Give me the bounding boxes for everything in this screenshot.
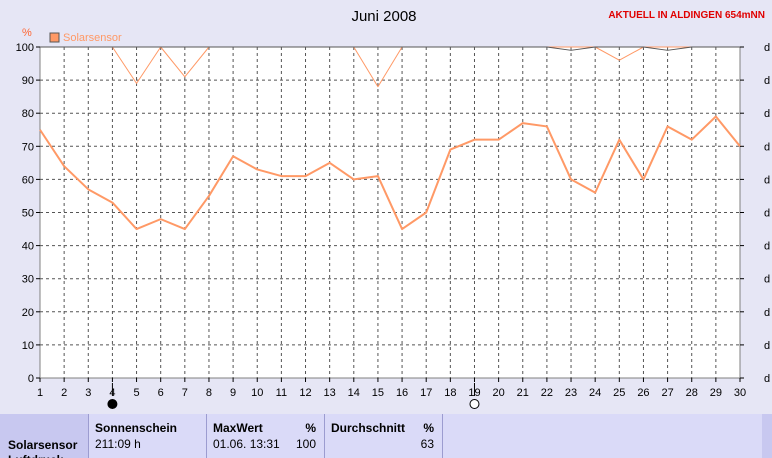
x-tick-label: 16 bbox=[396, 387, 408, 399]
y-tick-label: 50 bbox=[22, 208, 34, 220]
info-cell-sunshine: Sonnenschein 211:09 h bbox=[88, 414, 206, 458]
info-value: 211:09 h bbox=[95, 437, 141, 451]
x-tick-label: 17 bbox=[420, 387, 432, 399]
y-tick-label: 70 bbox=[22, 141, 34, 153]
new-moon-icon bbox=[107, 399, 118, 409]
y-tick-label: 80 bbox=[22, 108, 34, 120]
x-tick-label: 12 bbox=[299, 387, 311, 399]
x-tick-label: 26 bbox=[637, 387, 649, 399]
info-table: Solarsensor Luftdruck Sonnenschein 211:0… bbox=[0, 414, 772, 458]
x-tick-label: 2 bbox=[61, 387, 67, 399]
info-header: Durchschnitt bbox=[331, 421, 406, 435]
x-tick-label: 15 bbox=[372, 387, 384, 399]
x-tick-label: 11 bbox=[276, 387, 287, 399]
info-row-label: Solarsensor bbox=[8, 438, 78, 452]
x-tick-label: 6 bbox=[158, 387, 164, 399]
x-tick-label: 8 bbox=[206, 387, 212, 399]
y-tick-label: 10 bbox=[22, 340, 34, 352]
y-unit-label: % bbox=[22, 27, 32, 39]
x-tick-label: 10 bbox=[251, 387, 263, 399]
x-tick-label: 18 bbox=[444, 387, 456, 399]
info-cell-maxwert: MaxWert % 01.06. 13:31 100 bbox=[206, 414, 324, 458]
x-tick-label: 5 bbox=[133, 387, 139, 399]
x-tick-label: 22 bbox=[541, 387, 553, 399]
right-axis-label: d bbox=[764, 108, 770, 120]
y-tick-label: 30 bbox=[22, 274, 34, 286]
right-axis-label: d bbox=[764, 174, 770, 186]
moon-markers bbox=[107, 383, 480, 409]
series-line-max bbox=[40, 46, 740, 88]
y-axis-ticks: 0 10 20 30 40 50 60 70 80 90 100 bbox=[16, 42, 40, 385]
x-tick-label: 14 bbox=[348, 387, 360, 399]
chart: 1234567891011121314151617181920212223242… bbox=[15, 8, 771, 409]
full-moon-icon bbox=[469, 399, 480, 409]
series-group bbox=[39, 46, 741, 231]
x-tick-label: 27 bbox=[661, 387, 673, 399]
right-axis-label: d bbox=[764, 75, 770, 87]
legend-swatch bbox=[49, 32, 60, 43]
info-row-label-next: Luftdruck bbox=[8, 453, 63, 458]
x-tick-label: 9 bbox=[230, 387, 236, 399]
station-label: AKTUELL IN ALDINGEN 654mNN bbox=[608, 10, 765, 21]
x-tick-label: 7 bbox=[182, 387, 188, 399]
info-header: MaxWert bbox=[213, 421, 263, 435]
info-header: Sonnenschein bbox=[95, 421, 178, 435]
info-cell-empty bbox=[442, 414, 762, 458]
x-axis-ticks: 1234567891011121314151617181920212223242… bbox=[37, 378, 746, 399]
x-tick-label: 28 bbox=[686, 387, 698, 399]
right-axis-label: d bbox=[764, 208, 770, 220]
x-tick-label: 13 bbox=[324, 387, 336, 399]
y-tick-label: 20 bbox=[22, 307, 34, 319]
right-axis-label: d bbox=[764, 241, 770, 253]
right-axis-label: d bbox=[764, 373, 770, 385]
series-line-average bbox=[39, 115, 741, 231]
y-tick-label: 0 bbox=[28, 373, 34, 385]
info-cell-durchschnitt: Durchschnitt % 63 bbox=[324, 414, 442, 458]
right-axis-label: d bbox=[764, 141, 770, 153]
y-tick-label: 60 bbox=[22, 174, 34, 186]
right-axis-label: d bbox=[764, 307, 770, 319]
x-tick-label: 24 bbox=[589, 387, 601, 399]
x-tick-label: 1 bbox=[37, 387, 43, 399]
info-unit: % bbox=[423, 421, 434, 435]
info-unit: % bbox=[305, 421, 316, 435]
info-value-right: 100 bbox=[295, 437, 316, 451]
info-value-right: 63 bbox=[420, 437, 434, 451]
x-tick-label: 3 bbox=[85, 387, 91, 399]
right-axis-label: d bbox=[764, 274, 770, 286]
chart-title: Juni 2008 bbox=[351, 8, 416, 25]
y-tick-label: 90 bbox=[22, 75, 34, 87]
right-axis-label: d bbox=[764, 42, 770, 54]
x-tick-label: 21 bbox=[517, 387, 529, 399]
x-tick-label: 29 bbox=[710, 387, 722, 399]
x-tick-label: 23 bbox=[565, 387, 577, 399]
right-axis-ticks: d d d d d d d d d d d bbox=[740, 42, 770, 385]
legend-label: Solarsensor bbox=[63, 32, 122, 44]
info-value: 01.06. 13:31 bbox=[213, 437, 280, 451]
y-tick-label: 40 bbox=[22, 241, 34, 253]
right-axis-label: d bbox=[764, 340, 770, 352]
grid bbox=[40, 47, 740, 378]
x-tick-label: 25 bbox=[613, 387, 625, 399]
x-tick-label: 20 bbox=[492, 387, 504, 399]
y-tick-label: 100 bbox=[16, 42, 34, 54]
series-line-secondary bbox=[40, 46, 740, 51]
x-tick-label: 30 bbox=[734, 387, 746, 399]
